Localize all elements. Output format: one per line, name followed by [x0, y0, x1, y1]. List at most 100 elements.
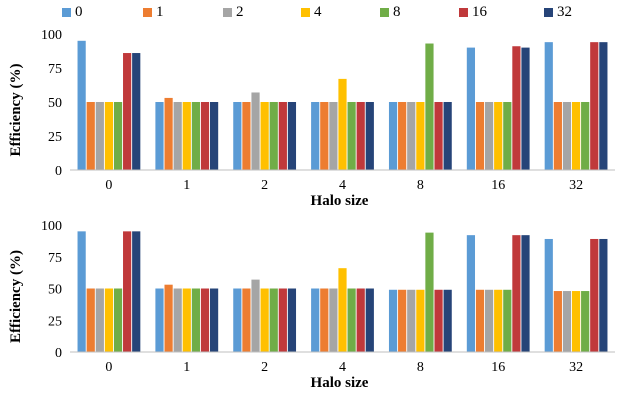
bar: [571, 102, 581, 170]
bar: [95, 288, 104, 352]
bar: [521, 47, 530, 170]
bar: [182, 102, 191, 170]
legend-label: 32: [557, 4, 572, 20]
bar: [320, 288, 329, 352]
bar: [251, 279, 260, 352]
x-tick-label: 1: [183, 178, 190, 193]
y-tick-label: 0: [55, 164, 62, 179]
bar: [287, 102, 297, 170]
legend-item: 2: [223, 4, 244, 20]
bar: [164, 97, 173, 170]
bar: [356, 102, 365, 170]
bar: [544, 238, 553, 352]
bar: [104, 288, 114, 352]
bar: [123, 231, 132, 352]
legend-swatch: [62, 7, 71, 17]
bar: [365, 288, 374, 352]
bar: [503, 289, 512, 352]
bar: [86, 102, 95, 170]
bar: [329, 102, 338, 170]
chart-legend: 0 1 2 4 8 16 32: [0, 0, 620, 24]
bar: [398, 102, 407, 170]
x-tick-label: 0: [105, 178, 112, 193]
bar: [173, 288, 182, 352]
bar: [200, 102, 210, 170]
x-tick-label: 8: [417, 360, 424, 375]
bar: [338, 78, 347, 170]
y-tick-label: 50: [48, 96, 62, 111]
bar: [347, 102, 356, 170]
bar: [475, 289, 485, 352]
x-tick-label: 2: [261, 178, 268, 193]
bar: [562, 291, 572, 352]
bar: [233, 288, 242, 352]
bar: [287, 288, 297, 352]
bar: [104, 102, 114, 170]
y-axis-title: Efficiency (%): [8, 250, 24, 343]
legend-label: 1: [156, 4, 164, 20]
bar: [407, 102, 416, 170]
bar: [132, 53, 141, 170]
bar: [562, 102, 572, 170]
bar: [388, 102, 398, 170]
bar: [182, 288, 191, 352]
bar: [512, 235, 521, 352]
bar: [398, 289, 407, 352]
legend-label: 4: [314, 4, 322, 20]
legend-item: 16: [459, 4, 487, 20]
bar: [95, 102, 104, 170]
bar: [443, 102, 452, 170]
bar: [251, 92, 260, 170]
bar: [347, 288, 356, 352]
bar: [475, 102, 485, 170]
bar: [416, 102, 425, 170]
bar: [209, 288, 219, 352]
y-axis-title: Efficiency (%): [8, 64, 24, 157]
bar: [173, 102, 182, 170]
bar: [191, 102, 200, 170]
bar: [571, 291, 581, 352]
bar: [329, 288, 338, 352]
bar: [164, 284, 173, 352]
bar: [425, 232, 434, 352]
bar: [466, 235, 476, 352]
x-axis-title: Halo size: [311, 193, 369, 209]
bar: [485, 102, 494, 170]
x-tick-label: 16: [491, 360, 505, 375]
legend-label: 16: [472, 4, 487, 20]
legend-item: 0: [62, 4, 83, 20]
bar: [209, 102, 219, 170]
bar: [466, 47, 476, 170]
bar: [77, 231, 86, 352]
bar: [338, 268, 347, 352]
bottom-bar-chart: 0 25 50 75 100 0 1 2 4 8 16 32 Halo size Efficiency (…: [8, 219, 615, 391]
bar: [260, 102, 269, 170]
bar: [544, 42, 553, 170]
y-tick-label: 100: [41, 219, 62, 234]
bar: [320, 102, 329, 170]
bar: [86, 288, 95, 352]
bar: [123, 53, 132, 170]
bar: [356, 288, 365, 352]
bar: [242, 102, 251, 170]
legend-swatch: [143, 7, 152, 17]
x-tick-label: 16: [491, 178, 505, 193]
bar: [77, 40, 86, 170]
bar: [260, 288, 269, 352]
bar: [553, 102, 562, 170]
legend-item: 32: [544, 4, 572, 20]
bar: [553, 291, 562, 352]
bar: [407, 289, 416, 352]
legend-item: 8: [380, 4, 401, 20]
bar: [503, 102, 512, 170]
bar: [311, 102, 320, 170]
bar: [233, 102, 242, 170]
x-tick-label: 1: [183, 360, 190, 375]
bar: [434, 289, 443, 352]
bar: [269, 288, 278, 352]
legend-swatch: [544, 7, 553, 17]
top-bar-chart: 0 25 50 75 100 0 1 2 4 8 16 32 Halo size Efficiency (…: [8, 28, 615, 209]
bar: [494, 102, 503, 170]
x-axis-title: Halo size: [311, 375, 369, 391]
bar: [278, 288, 287, 352]
